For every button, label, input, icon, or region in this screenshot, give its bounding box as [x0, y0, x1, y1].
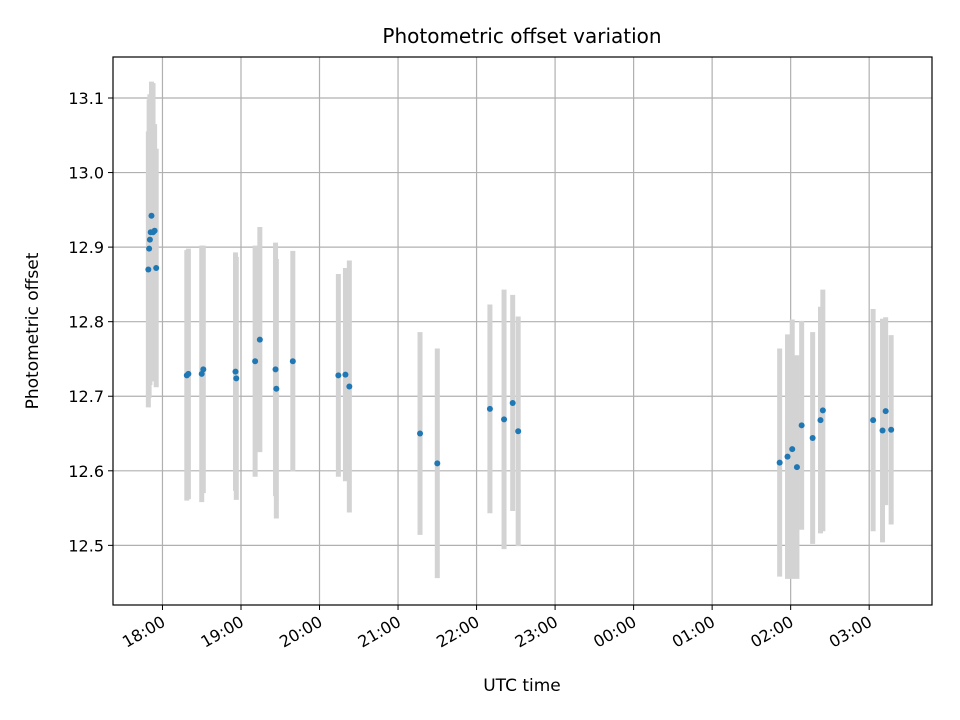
- y-axis-label: Photometric offset: [23, 252, 43, 409]
- data-point: [146, 245, 153, 252]
- data-point: [148, 212, 155, 219]
- data-point: [793, 464, 800, 471]
- data-point: [776, 459, 783, 466]
- y-tick-label: 12.8: [68, 313, 104, 332]
- data-point: [233, 375, 240, 382]
- data-point: [289, 358, 296, 365]
- data-point: [789, 446, 796, 453]
- plot-frame: [112, 56, 933, 606]
- data-point: [882, 408, 889, 415]
- x-axis-label: UTC time: [483, 676, 561, 696]
- y-tick-label: 13.1: [68, 89, 104, 108]
- data-point: [809, 434, 816, 441]
- data-point: [819, 407, 826, 414]
- data-point: [879, 427, 886, 434]
- y-tick-label: 12.7: [68, 387, 104, 406]
- y-tick-label: 12.6: [68, 462, 104, 481]
- data-point: [888, 426, 895, 433]
- data-point: [185, 370, 192, 377]
- data-point: [151, 227, 158, 234]
- data-point: [346, 383, 353, 390]
- data-point: [509, 399, 516, 406]
- data-point: [200, 366, 207, 373]
- y-tick-label: 12.9: [68, 238, 104, 257]
- data-point: [870, 417, 877, 424]
- data-point: [252, 358, 259, 365]
- data-point: [798, 422, 805, 429]
- data-point: [784, 453, 791, 460]
- data-point: [153, 264, 160, 271]
- data-point: [146, 236, 153, 243]
- data-point: [232, 368, 239, 375]
- point-layer: [145, 212, 895, 471]
- data-point: [434, 460, 441, 467]
- data-point: [417, 430, 424, 437]
- data-point: [256, 336, 263, 343]
- y-axis-ticks: 12.5 12.6 12.7 12.8 12.9 13.0 13.1: [68, 89, 113, 555]
- data-point: [273, 385, 280, 392]
- data-point: [817, 417, 824, 424]
- data-point: [342, 371, 349, 378]
- y-tick-label: 12.5: [68, 536, 104, 555]
- chart-title: Photometric offset variation: [382, 24, 661, 48]
- data-point: [486, 405, 493, 412]
- data-point: [145, 266, 152, 273]
- data-point: [501, 416, 508, 423]
- data-point: [335, 372, 342, 379]
- data-point: [515, 428, 522, 435]
- y-tick-label: 13.0: [68, 164, 104, 183]
- data-point: [272, 366, 279, 373]
